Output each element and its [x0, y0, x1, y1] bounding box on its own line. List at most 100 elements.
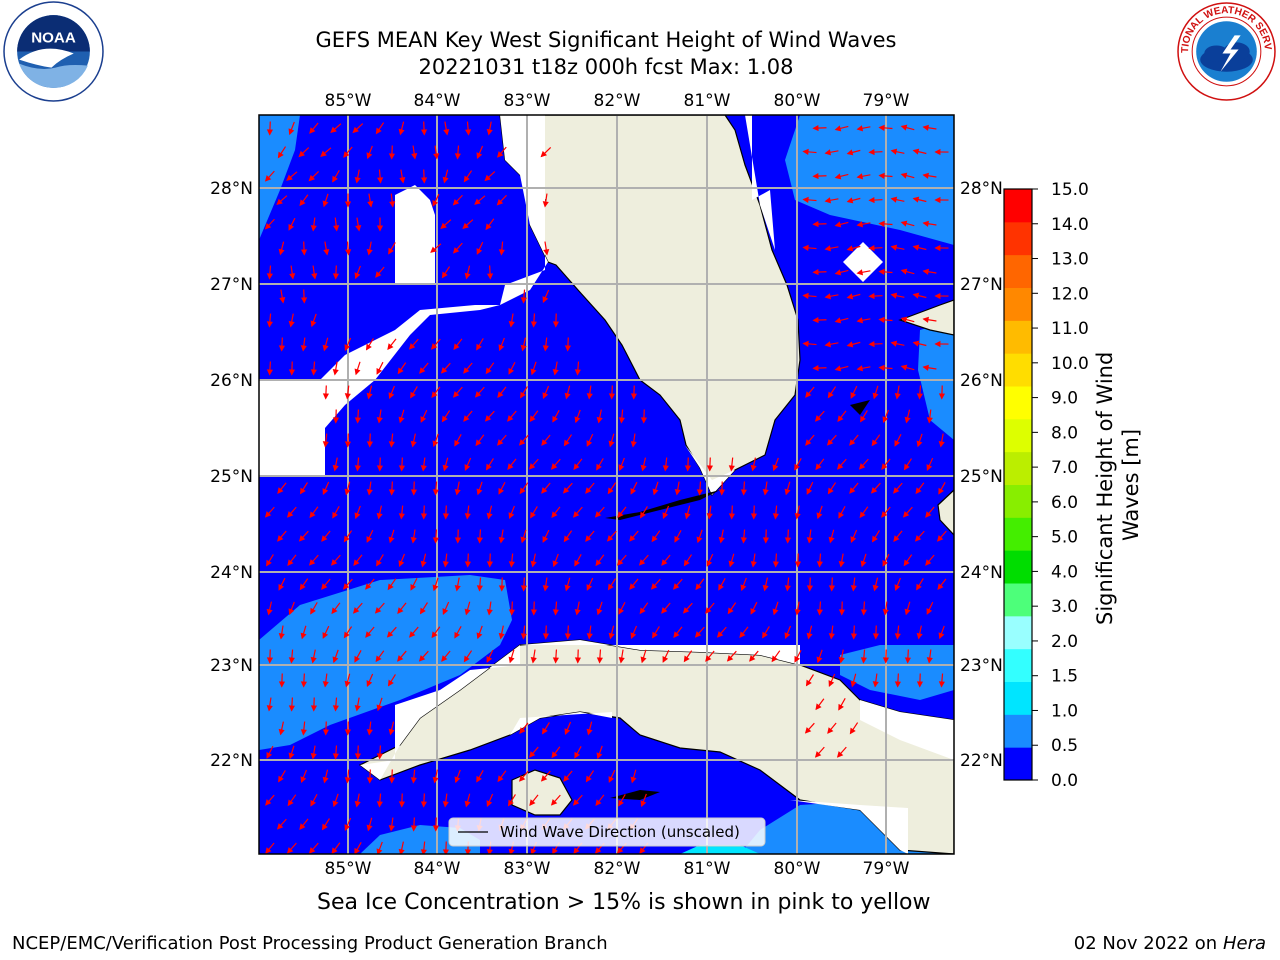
wave-arrow-head: [484, 415, 492, 422]
colorbar-tick-label: 0.5: [1051, 736, 1078, 756]
colorbar-swatch: [1004, 583, 1032, 617]
wave-arrow-head: [322, 488, 329, 495]
wave-arrow-head: [397, 607, 404, 614]
wave-arrow-head: [398, 465, 405, 472]
wave-arrow-head: [925, 559, 932, 566]
wave-arrow-head: [354, 753, 362, 760]
wave-arrow-head: [508, 561, 515, 568]
wave-arrow-head: [824, 341, 832, 348]
wave-arrow-head: [419, 367, 426, 374]
wave-arrow-head: [486, 656, 493, 663]
wave-arrow-head: [322, 632, 329, 639]
wave-arrow-head: [922, 124, 929, 131]
lat-label-left: 24°N: [210, 563, 253, 583]
wave-arrow-head: [344, 201, 352, 208]
colorbar-tick-label: 4.0: [1051, 562, 1078, 582]
wave-arrow-head: [934, 196, 941, 204]
wave-arrow-head: [476, 775, 482, 783]
wave-arrow-head: [300, 345, 307, 352]
wave-arrow-head: [740, 537, 747, 544]
wave-arrow-head: [518, 439, 526, 446]
wave-arrow-head: [388, 536, 395, 544]
wave-arrow-head: [542, 633, 550, 640]
wave-arrow-head: [750, 608, 757, 615]
wave-arrow-head: [890, 244, 898, 251]
lat-label-left: 28°N: [210, 179, 253, 199]
colorbar-swatch: [1004, 320, 1032, 354]
wave-arrow-head: [322, 393, 330, 400]
wave-arrow-head: [662, 465, 669, 472]
wave-arrow-head: [772, 608, 779, 616]
wave-arrow-head: [288, 608, 295, 616]
wave-arrow-head: [812, 268, 819, 276]
wave-arrow-head: [706, 513, 713, 520]
wave-arrow-head: [868, 244, 875, 252]
colorbar-label: Significant Height of Wind Waves [m]: [1093, 345, 1143, 625]
wave-arrow-head: [266, 559, 272, 567]
wave-arrow-head: [926, 417, 933, 424]
wave-arrow-head: [299, 199, 306, 207]
wave-arrow-head: [846, 341, 854, 348]
wave-arrow-head: [342, 583, 350, 590]
wave-arrow-head: [606, 535, 614, 542]
wave-arrow-head: [278, 583, 285, 591]
colorbar-swatch: [1004, 517, 1032, 551]
noaa-logo-text: NOAA: [31, 29, 76, 46]
wave-arrow-head: [266, 369, 273, 376]
wave-arrow-head: [474, 198, 481, 205]
wave-arrow-head: [278, 248, 285, 256]
wave-arrow-head: [828, 680, 835, 687]
wave-arrow-head: [331, 847, 338, 854]
wave-arrow-head: [850, 392, 857, 399]
wave-arrow-head: [871, 439, 878, 447]
wave-arrow-head: [508, 848, 515, 854]
wave-arrow-head: [846, 293, 854, 300]
wave-arrow-head: [640, 800, 647, 808]
wave-arrow-head: [330, 559, 338, 566]
wave-arrow-head: [894, 393, 901, 400]
wave-arrow-head: [750, 464, 757, 472]
wave-arrow-head: [552, 847, 558, 854]
wave-arrow-head: [608, 440, 615, 448]
wave-arrow-head: [586, 440, 593, 447]
wave-arrow-head: [298, 150, 305, 158]
wave-arrow-head: [937, 583, 944, 591]
wave-arrow-head: [630, 393, 638, 400]
wave-arrow-head: [594, 511, 602, 518]
wave-arrow-head: [464, 464, 471, 471]
wave-arrow-head: [355, 225, 362, 232]
wave-arrow-head: [552, 321, 560, 328]
wave-arrow-head: [420, 849, 427, 854]
national-weather-service-logo: NATIONAL WEATHER SERVICE: [1176, 1, 1276, 101]
wave-arrow-head: [916, 393, 923, 400]
wave-arrow-head: [934, 340, 941, 348]
wave-arrow-head: [410, 537, 417, 544]
wave-arrow-head: [310, 656, 317, 664]
lon-label-bottom: 81°W: [684, 859, 731, 879]
wave-arrow-head: [806, 585, 814, 592]
wave-arrow-head: [926, 657, 933, 664]
wave-arrow-head: [718, 489, 726, 496]
wave-arrow-head: [772, 513, 779, 520]
wave-arrow-head: [332, 705, 339, 712]
wave-arrow-head: [475, 439, 482, 447]
wave-arrow-head: [376, 753, 383, 760]
wave-arrow-head: [902, 511, 910, 518]
wave-arrow-head: [878, 316, 885, 323]
wave-arrow-head: [574, 369, 581, 376]
wave-arrow-head: [868, 148, 875, 156]
wave-arrow-head: [476, 585, 483, 592]
wave-arrow-head: [662, 656, 669, 663]
wave-arrow-head: [354, 176, 361, 184]
wave-arrow-head: [376, 848, 383, 854]
no-data-areas: [259, 115, 954, 854]
wave-arrow-head: [726, 655, 734, 662]
wave-arrow-head: [639, 847, 646, 854]
wave-arrow-head: [850, 585, 857, 592]
wave-arrow-head: [366, 536, 373, 543]
wave-arrow-head: [673, 583, 680, 590]
wave-arrow-head: [310, 320, 317, 328]
wave-arrow-head: [440, 367, 448, 374]
wave-arrow-head: [878, 268, 885, 275]
wave-arrow-head: [824, 293, 832, 300]
